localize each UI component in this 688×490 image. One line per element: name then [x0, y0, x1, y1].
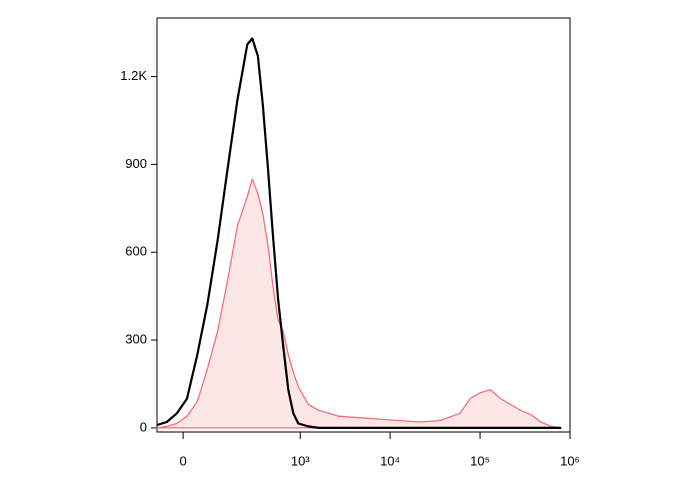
- x-tick-label: 10⁶: [560, 453, 580, 468]
- y-tick-label: 600: [125, 244, 147, 259]
- histogram-line: [156, 37, 562, 429]
- histogram-area: [156, 178, 562, 429]
- x-tick-label: 0: [180, 453, 187, 468]
- y-tick-label: 0: [140, 419, 147, 434]
- x-tick-label: 10⁵: [470, 453, 490, 468]
- plot-frame: [156, 17, 571, 433]
- x-tick-label: 10⁴: [380, 453, 400, 468]
- x-tick-label: 10³: [291, 453, 310, 468]
- y-tick-label: 300: [125, 332, 147, 347]
- y-tick-label: 1.2K: [120, 68, 147, 83]
- y-tick-label: 900: [125, 156, 147, 171]
